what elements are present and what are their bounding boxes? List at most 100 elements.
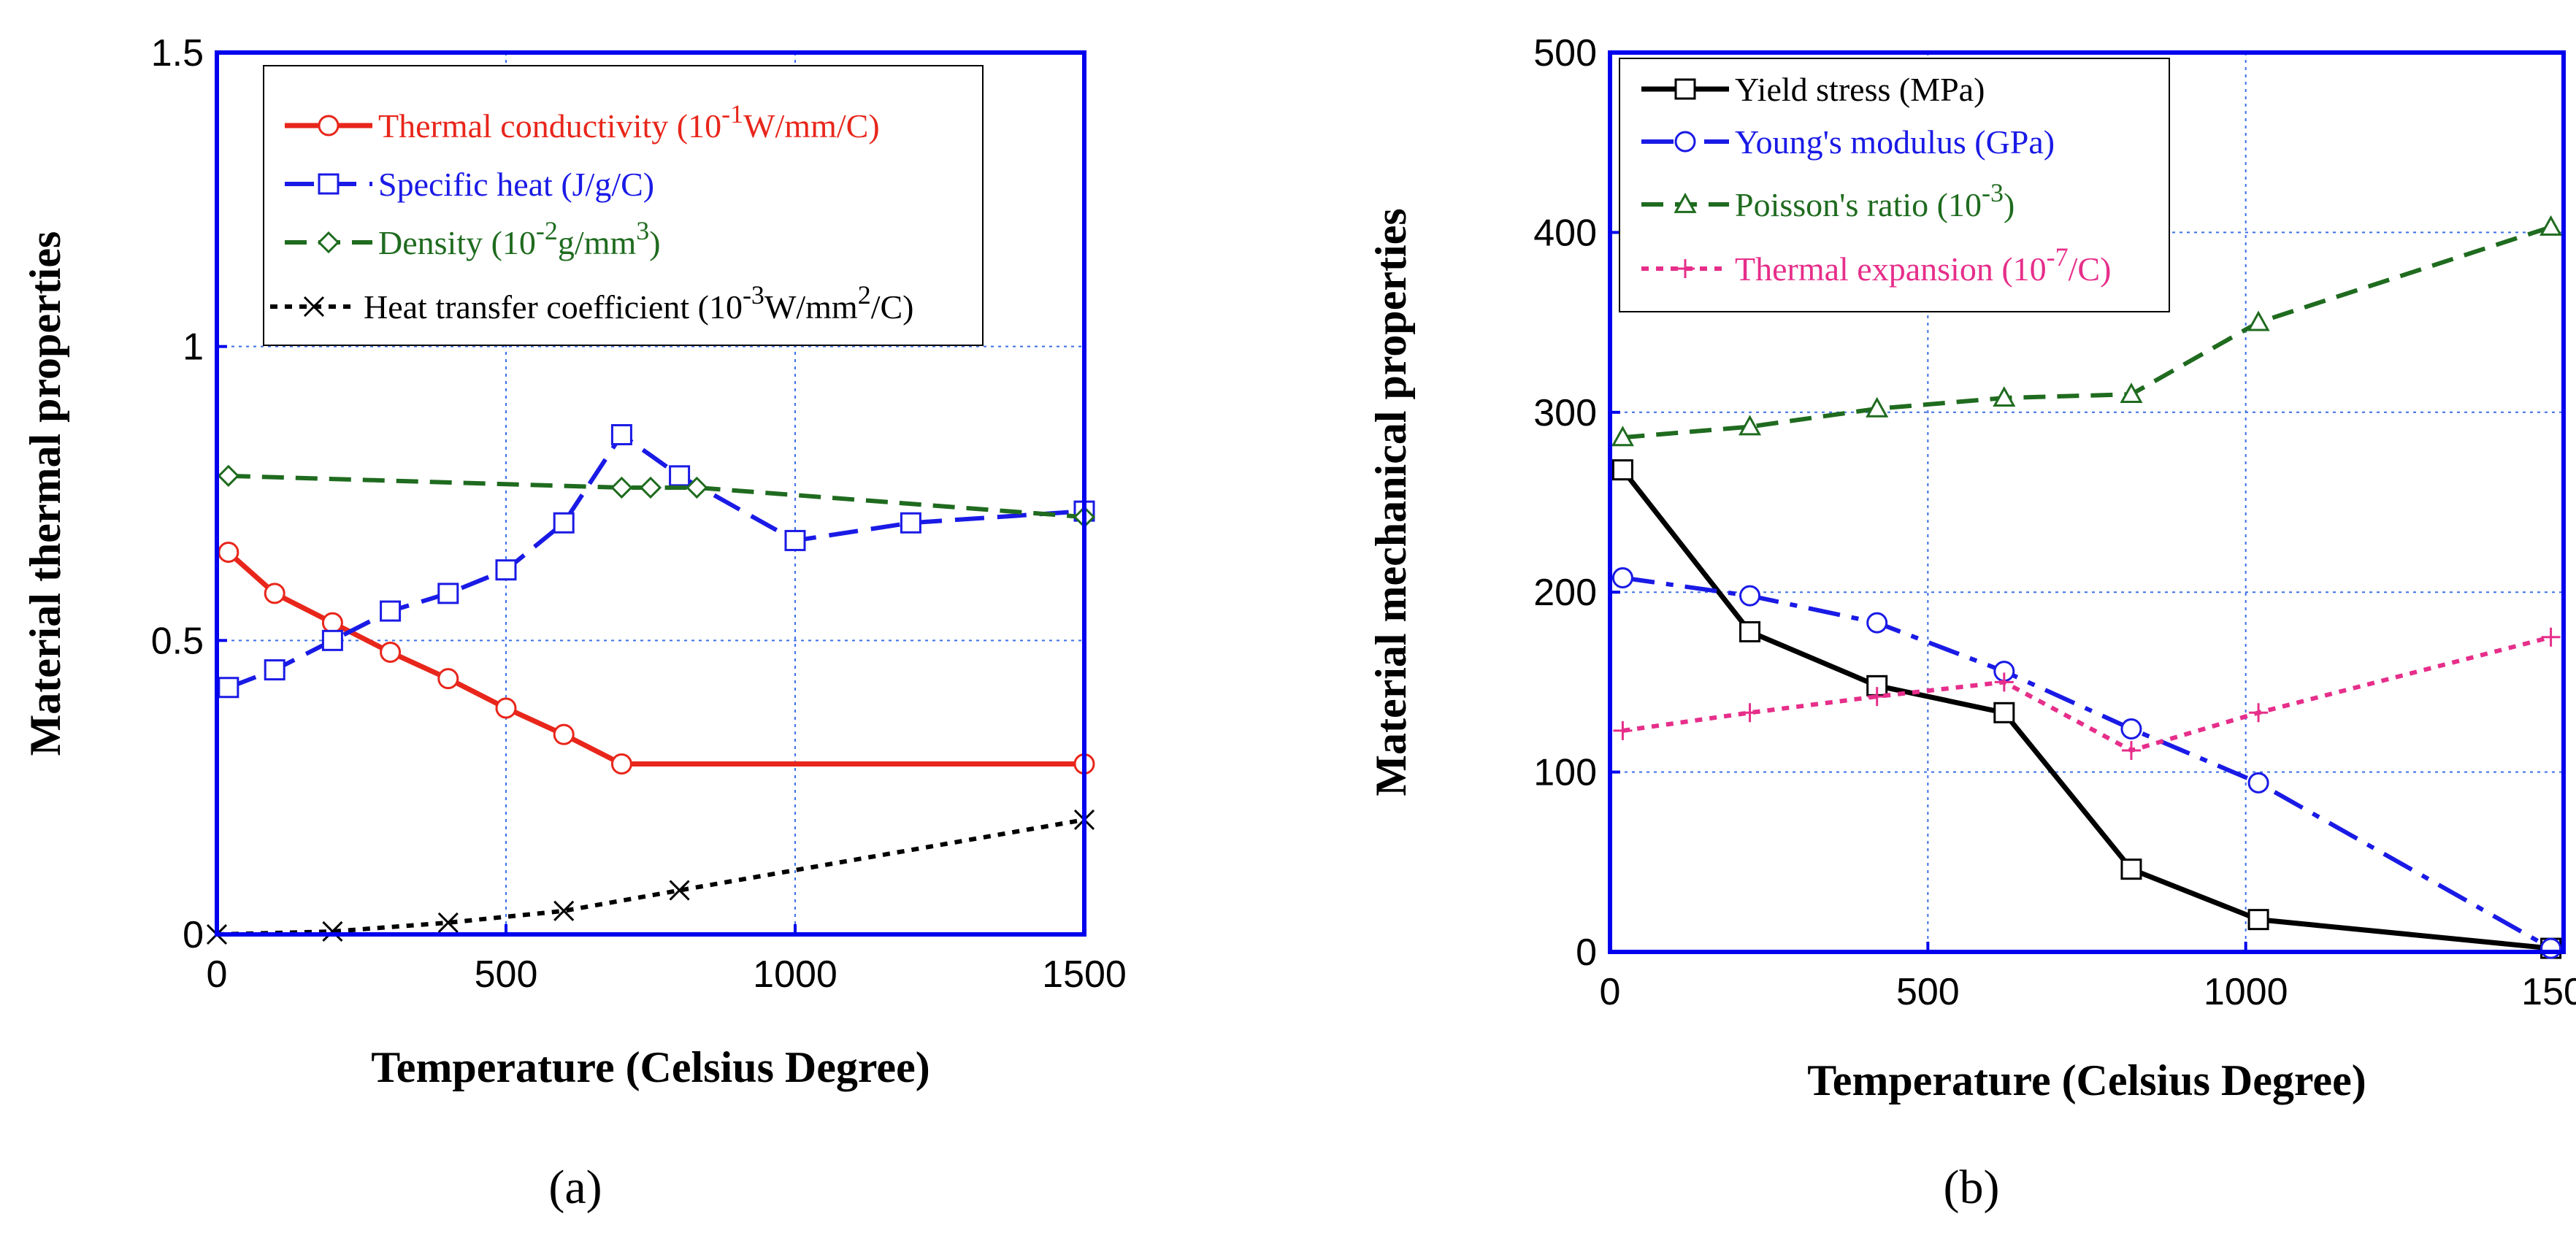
data-point [2120,858,2142,880]
data-point [2247,909,2269,931]
legend-marker [1676,259,1695,278]
chart-a: 0 500 1000 1500 0 0.5 1 1.5 Thermal conductivit… [21,32,1127,1214]
x-tick-label: 1000 [2204,971,2288,1013]
data-point [2247,772,2269,794]
data-point [2540,937,2562,959]
y-tick-label: 500 [1533,32,1597,74]
y-axis-label-a: Material thermal properties [21,231,69,756]
y-tick-label: 400 [1533,212,1597,254]
series-thermal-conductivity [218,542,1095,775]
legend-a: Thermal conductivity (10-1W/mm/C) Specifi… [263,65,984,346]
data-point [1611,566,1633,588]
data-point [321,629,343,651]
data-point [1611,426,1634,447]
data-point [610,753,632,775]
legend-label: Thermal expansion (10-7/C) [1735,242,2111,288]
data-point [639,476,662,499]
data-point [1739,585,1761,607]
data-point [218,542,239,564]
data-point [1866,396,1889,418]
data-point [784,529,806,551]
data-point [2120,718,2142,739]
data-point [2120,383,2143,404]
y-tick-label: 0.5 [151,620,204,662]
tick-labels-b: 0 500 1000 1500 0 100 200 300 400 500 [1533,32,2576,1013]
legend-label: Yield stress (MPa) [1735,71,1985,108]
legend-marker [1674,131,1696,153]
x-tick-label: 1500 [1042,953,1127,996]
data-point [1740,703,1760,723]
plot-frame-a [215,50,1086,937]
legend-label: Poisson's ratio (10-3) [1735,178,2015,223]
data-point [2249,703,2269,723]
data-point [217,464,239,487]
y-tick-label: 0 [183,914,204,956]
series-yield-stress [1611,459,2562,959]
x-tick-label: 0 [1600,971,1621,1013]
legend-label: Thermal conductivity (10-1W/mm/C) [378,99,880,145]
legend-item: Young's modulus (GPa) [1641,123,2055,161]
legend-item: Poisson's ratio (10-3) [1641,178,2015,223]
tick-labels-a: 0 500 1000 1500 0 0.5 1 1.5 [151,32,1127,996]
legend-label: Young's modulus (GPa) [1735,123,2055,161]
plot-frame-b [1608,50,2566,954]
data-point [2539,215,2563,236]
y-tick-label: 300 [1533,392,1597,434]
legend-item: Heat transfer coefficient (10-3W/mm2/C) [270,280,913,326]
x-tick-label: 0 [207,953,228,996]
data-point [610,476,633,499]
data-point [495,697,517,719]
data-point [264,583,285,604]
data-point [686,476,708,499]
data-point [1867,687,1887,707]
x-tick-label: 500 [1896,971,1960,1013]
legend-item: Thermal conductivity (10-1W/mm/C) [285,99,880,145]
y-tick-label: 100 [1533,752,1597,794]
legend-marker [317,231,340,254]
y-tick-label: 0 [1576,931,1597,974]
data-point [380,641,402,663]
y-axis-label-b: Material mechanical properties [1367,208,1415,796]
data-point [669,465,691,487]
data-point [1613,721,1633,740]
data-point [437,668,459,690]
data-point [669,880,690,901]
data-point [321,612,343,634]
legend-marker [318,173,340,195]
data-point [1993,702,2015,723]
legend-label: Density (10-2g/mm3) [378,216,661,261]
data-point [2121,741,2141,761]
data-point [900,512,921,534]
series-thermal-expansion [1613,627,2561,761]
data-point [553,512,575,534]
legend-marker [318,115,340,137]
data-point [2247,310,2270,331]
legend-item: Yield stress (MPa) [1641,71,1985,108]
panel-label-b: (b) [1944,1161,2000,1214]
y-tick-label: 1 [183,326,204,369]
x-tick-label: 1500 [2521,971,2576,1013]
legend-marker [1674,78,1696,100]
panel-label-a: (a) [548,1161,602,1214]
data-point [380,600,402,622]
legend-label: Specific heat (J/g/C) [378,166,654,203]
data-point [553,900,575,921]
legend-label: Heat transfer coefficient (10-3W/mm2/C) [364,280,913,326]
x-axis-label-b: Temperature (Celsius Degree) [1807,1056,2366,1104]
data-point [1993,385,2016,407]
y-tick-label: 200 [1533,572,1597,614]
y-tick-label: 1.5 [151,32,204,74]
data-point [2541,627,2561,647]
data-point [437,912,459,933]
legend-box-b [1619,58,2170,312]
series-group-b [1611,215,2563,959]
data-point [322,921,343,942]
legend-b: Yield stress (MPa) Young's modulus (GPa) P… [1619,58,2170,312]
legend-box-a [263,65,984,346]
legend-marker [303,296,325,318]
data-point [1738,415,1762,436]
data-point [495,559,517,581]
x-tick-label: 1000 [753,953,837,996]
data-point [1994,672,2014,692]
data-point [1611,459,1633,481]
